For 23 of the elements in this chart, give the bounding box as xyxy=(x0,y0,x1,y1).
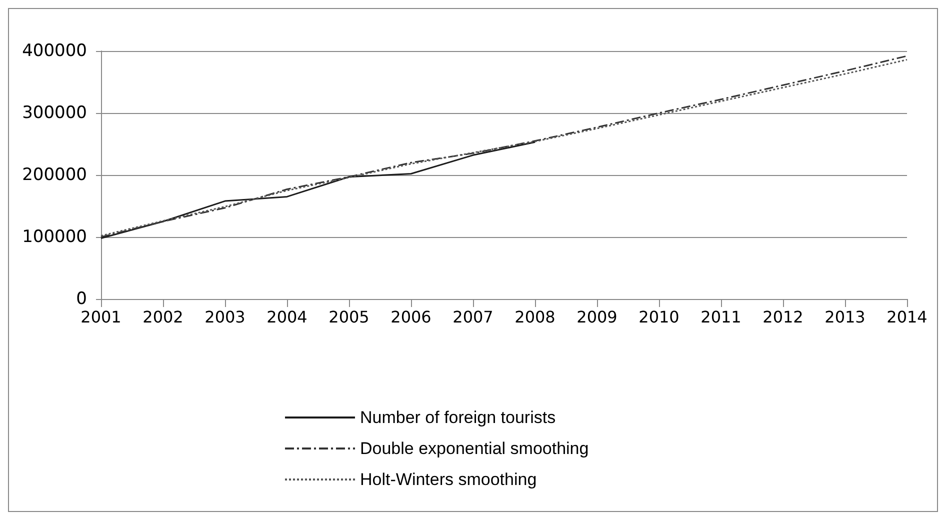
legend-label: Holt-Winters smoothing xyxy=(360,470,537,489)
legend-label: Double exponential smoothing xyxy=(360,439,589,458)
x-tick-label: 2014 xyxy=(886,308,928,326)
y-tick-label: 0 xyxy=(76,289,87,309)
x-tick-label: 2003 xyxy=(204,308,246,326)
x-tick-label: 2004 xyxy=(266,308,308,326)
legend-label: Number of foreign tourists xyxy=(360,408,556,427)
y-tick-label: 200000 xyxy=(22,165,87,185)
y-tick-label: 100000 xyxy=(22,227,87,247)
x-tick-label: 2011 xyxy=(700,308,742,326)
x-tick-label: 2013 xyxy=(824,308,866,326)
x-tick-label: 2002 xyxy=(142,308,184,326)
x-tick-label: 2012 xyxy=(762,308,804,326)
x-tick-label: 2007 xyxy=(452,308,494,326)
x-tick-label: 2008 xyxy=(514,308,556,326)
x-tick-label: 2005 xyxy=(328,308,370,326)
y-tick-label: 400000 xyxy=(22,41,87,61)
x-tick-label: 2010 xyxy=(638,308,680,326)
x-tick-label: 2009 xyxy=(576,308,618,326)
x-tick-label: 2006 xyxy=(390,308,432,326)
x-tick-label: 2001 xyxy=(80,308,122,326)
y-tick-label: 300000 xyxy=(22,103,87,123)
line-series xyxy=(100,141,536,239)
